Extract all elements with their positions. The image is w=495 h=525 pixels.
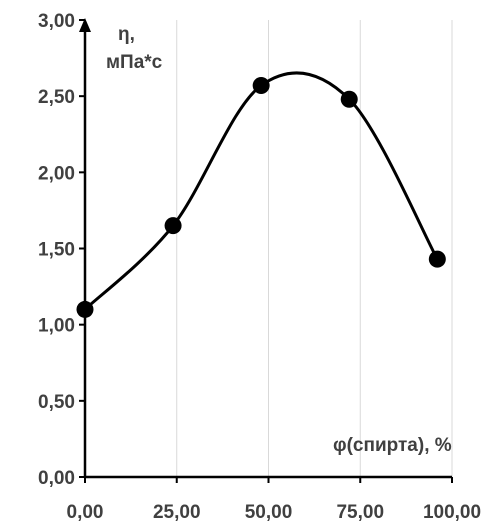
data-point <box>164 217 182 235</box>
x-axis-title: φ(спирта), % <box>333 435 452 456</box>
y-tick-label: 0,50 <box>38 392 75 413</box>
data-point <box>340 90 358 108</box>
y-axis-arrow <box>79 18 91 32</box>
y-tick-label: 0,00 <box>38 468 75 489</box>
y-tick-label: 2,50 <box>38 87 75 108</box>
data-point <box>76 300 94 318</box>
axes <box>79 18 453 483</box>
y-tick-label: 1,00 <box>38 316 75 337</box>
y-tick-label: 3,00 <box>38 11 75 32</box>
series-line <box>83 71 439 311</box>
tick-labels: 0,00 0,50 1,00 1,50 2,00 2,50 3,00 0,00 25,00 50,… <box>38 11 481 523</box>
gridlines <box>176 20 453 477</box>
data-point <box>428 250 446 268</box>
y-tick-label: 2,00 <box>38 163 75 184</box>
x-tick-label: 0,00 <box>67 502 104 523</box>
x-tick-label: 50,00 <box>245 502 293 523</box>
x-tick-label: 100,00 <box>423 502 481 523</box>
x-tick-label: 75,00 <box>336 502 384 523</box>
y-tick-label: 1,50 <box>38 240 75 261</box>
y-axis-title-line2: мПа*с <box>106 52 163 73</box>
x-tick-label: 25,00 <box>153 502 201 523</box>
data-points <box>76 77 446 318</box>
y-axis-title-line1: η, <box>118 24 135 45</box>
data-point <box>252 77 270 95</box>
